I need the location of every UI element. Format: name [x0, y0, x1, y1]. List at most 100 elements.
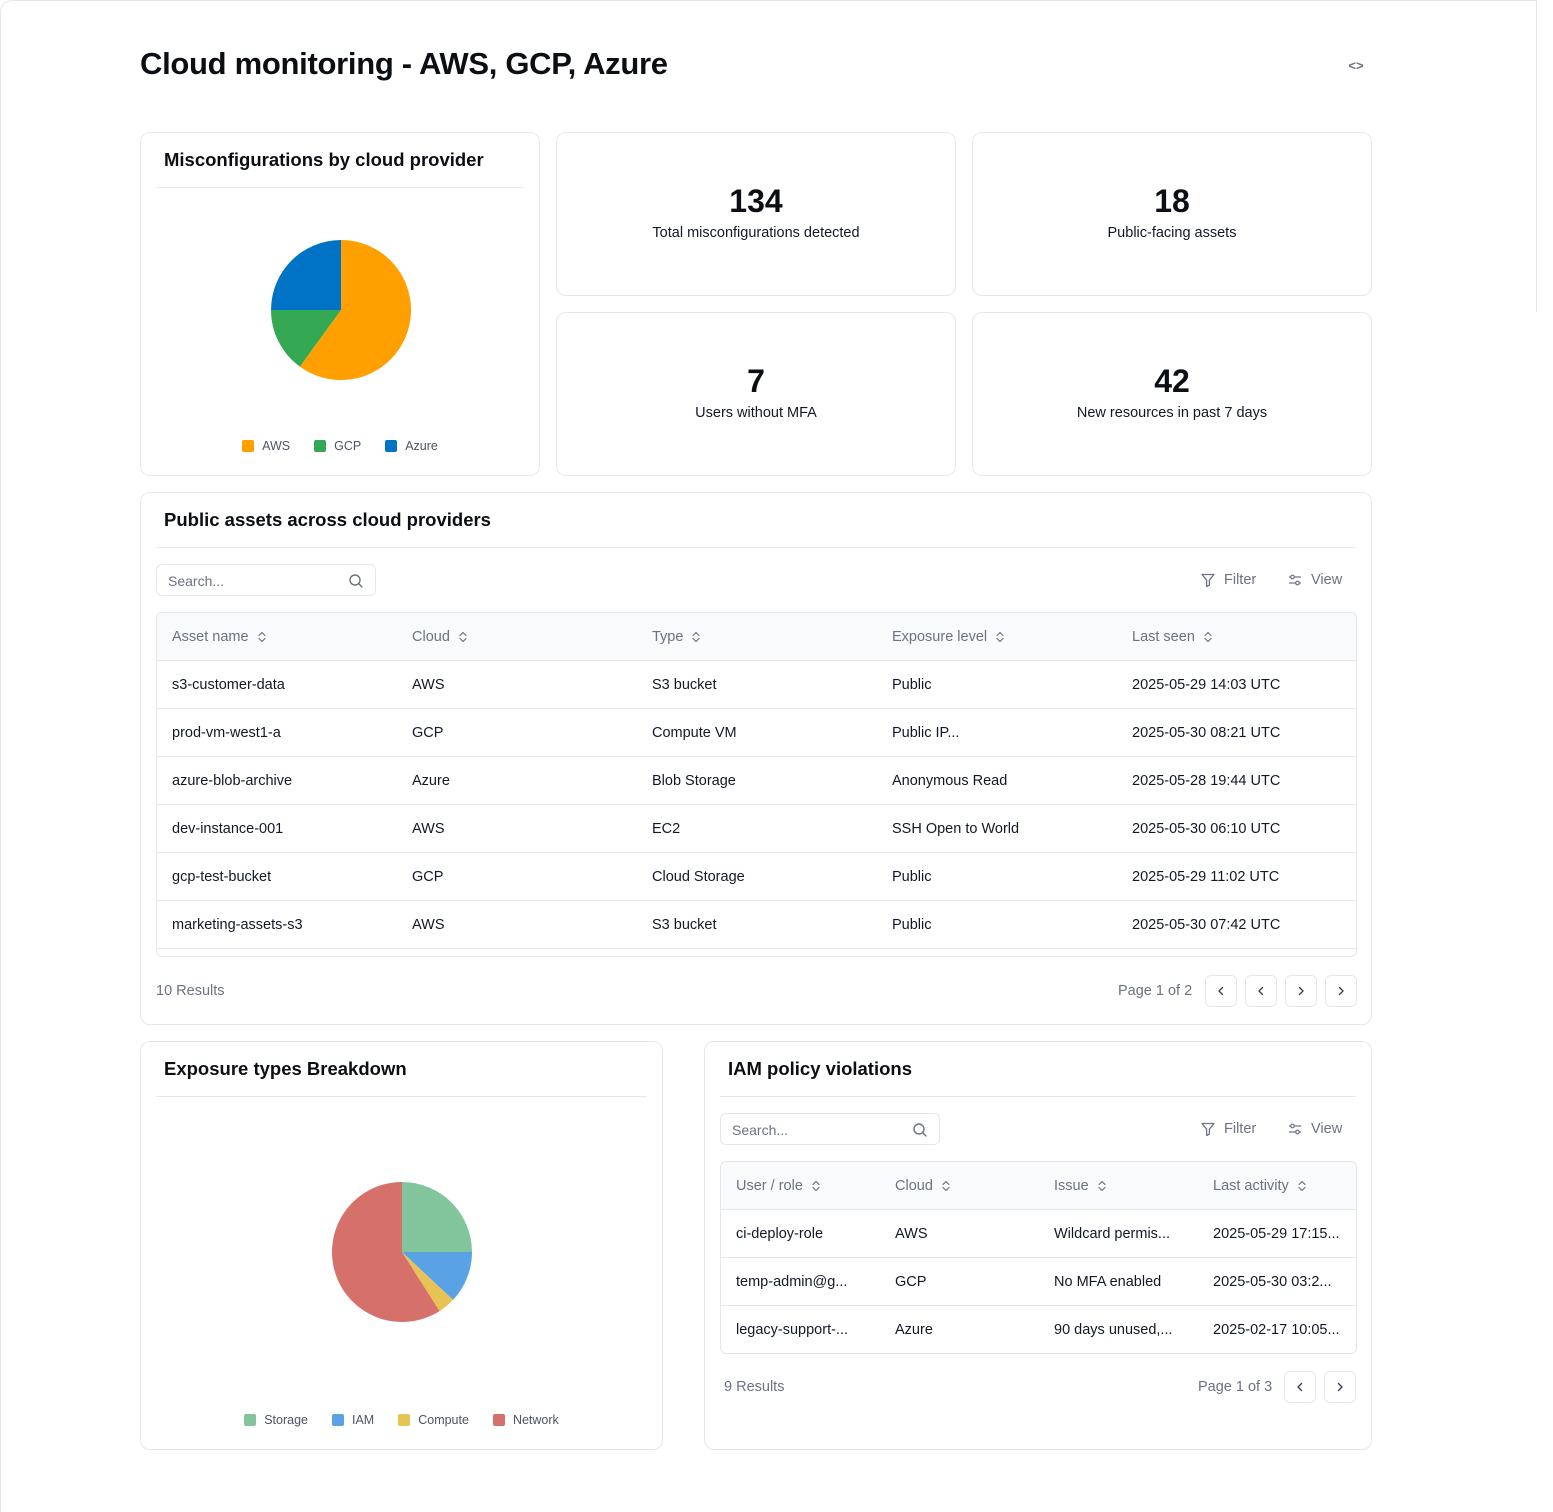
- table-row[interactable]: s3-customer-data AWS S3 bucket Public 20…: [157, 661, 1356, 709]
- pie-slice-network[interactable]: [331, 1182, 440, 1322]
- stat-card-users-without-mfa: 7 Users without MFA: [556, 312, 956, 476]
- legend-item-aws[interactable]: AWS: [242, 439, 290, 453]
- column-header-last-seen[interactable]: Last seen: [1132, 613, 1213, 661]
- legend-item-iam[interactable]: IAM: [331, 1413, 374, 1427]
- stat-value: 134: [729, 183, 783, 219]
- chevron-right-icon: [1338, 986, 1344, 996]
- asset-name-cell: gcp-test-bucket: [172, 869, 272, 885]
- table-row[interactable]: dev-instance-001 AWS EC2 SSH Open to Wor…: [157, 805, 1356, 853]
- divider: [156, 187, 524, 188]
- legend-item-compute[interactable]: Compute: [398, 1413, 469, 1427]
- view-button[interactable]: View: [1287, 568, 1342, 592]
- legend-item-gcp[interactable]: GCP: [314, 439, 361, 453]
- search-icon: [913, 1123, 927, 1137]
- issue-cell: 90 days unused,...: [1054, 1322, 1173, 1338]
- previous-page-button[interactable]: [1284, 1371, 1316, 1403]
- table-row[interactable]: gcp-test-bucket GCP Cloud Storage Public…: [157, 853, 1356, 901]
- misconfig-pie-chart: [271, 240, 411, 380]
- type-cell: Compute VM: [652, 725, 737, 741]
- column-header-type[interactable]: Type: [652, 613, 701, 661]
- pie-slice-iam[interactable]: [402, 1252, 472, 1300]
- stat-label: Public-facing assets: [1107, 225, 1237, 241]
- legend-swatch: [398, 1414, 411, 1426]
- next-page-button[interactable]: [1324, 1371, 1356, 1403]
- pie-slice-aws[interactable]: [299, 240, 411, 380]
- table-row[interactable]: azure-blob-archive Azure Blob Storage An…: [157, 757, 1356, 805]
- filter-label: Filter: [1224, 572, 1257, 588]
- cloud-cell: AWS: [895, 1226, 928, 1242]
- issue-cell: No MFA enabled: [1054, 1274, 1162, 1290]
- pie-slice-storage[interactable]: [402, 1182, 472, 1252]
- type-cell: EC2: [652, 821, 681, 837]
- code-toggle-button[interactable]: <>: [1348, 58, 1364, 73]
- view-button[interactable]: View: [1287, 1117, 1342, 1141]
- public-assets-search[interactable]: [156, 564, 376, 596]
- table-row[interactable]: legacy-support-... Azure 90 days unused,…: [721, 1306, 1356, 1353]
- table-row[interactable]: marketing-assets-s3 AWS S3 bucket Public…: [157, 901, 1356, 949]
- legend-item-azure[interactable]: Azure: [385, 439, 438, 453]
- chevron-left-icon: [1218, 986, 1224, 996]
- iam-violations-card: IAM policy violations Filter View User /…: [704, 1041, 1372, 1450]
- iam-search[interactable]: [720, 1113, 940, 1145]
- filter-icon: [1201, 1122, 1215, 1137]
- column-header-exposure-level[interactable]: Exposure level: [892, 613, 1005, 661]
- cloud-cell: AWS: [412, 821, 445, 837]
- last-seen-cell: 2025-05-30 06:10 UTC: [1132, 821, 1281, 837]
- exposure-card-title: Exposure types Breakdown: [164, 1058, 407, 1079]
- filter-button[interactable]: Filter: [1200, 568, 1256, 592]
- sort-icon: [692, 631, 701, 643]
- chevron-left-icon: [1258, 986, 1264, 996]
- legend-swatch: [242, 440, 255, 452]
- sort-icon: [996, 631, 1004, 643]
- last-seen-cell: 2025-05-28 19:44 UTC: [1132, 773, 1281, 789]
- asset-name-cell: marketing-assets-s3: [172, 917, 303, 933]
- pie-slice-compute[interactable]: [402, 1252, 454, 1312]
- asset-name-cell: azure-blob-archive: [172, 773, 293, 789]
- last-activity-cell: 2025-05-29 17:15...: [1213, 1226, 1340, 1242]
- table-row[interactable]: ci-deploy-role AWS Wildcard permis... 20…: [721, 1210, 1356, 1258]
- table-header-row: User / role Cloud Issue Last activity: [721, 1162, 1356, 1210]
- table-row[interactable]: prod-vm-west1-a GCP Compute VM Public IP…: [157, 709, 1356, 757]
- filter-button[interactable]: Filter: [1200, 1117, 1256, 1141]
- exposure-cell: Anonymous Read: [892, 773, 1008, 789]
- type-cell: Cloud Storage: [652, 869, 745, 885]
- stat-card-new-resources: 42 New resources in past 7 days: [972, 312, 1372, 476]
- search-input[interactable]: [732, 1120, 902, 1140]
- column-header-asset-name[interactable]: Asset name: [172, 613, 267, 661]
- asset-name-cell: dev-instance-001: [172, 821, 284, 837]
- asset-name-cell: prod-vm-west1-a: [172, 725, 281, 741]
- column-header-user-role[interactable]: User / role: [736, 1162, 821, 1210]
- sort-icon: [942, 1180, 950, 1192]
- previous-page-button[interactable]: [1245, 975, 1277, 1007]
- last-seen-cell: 2025-05-29 14:03 UTC: [1132, 677, 1281, 693]
- legend-item-storage[interactable]: Storage: [244, 1413, 308, 1427]
- iam-card-title: IAM policy violations: [728, 1058, 912, 1079]
- stat-value: 42: [1154, 363, 1190, 399]
- stat-label: Total misconfigurations detected: [652, 225, 860, 241]
- first-page-button[interactable]: [1205, 975, 1237, 1007]
- stat-value: 18: [1154, 183, 1190, 219]
- pie-slice-gcp[interactable]: [271, 310, 341, 367]
- column-header-cloud[interactable]: Cloud: [895, 1162, 951, 1210]
- issue-cell: Wildcard permis...: [1054, 1226, 1171, 1242]
- column-header-issue[interactable]: Issue: [1054, 1162, 1107, 1210]
- column-header-cloud[interactable]: Cloud: [412, 613, 468, 661]
- column-header-last-activity[interactable]: Last activity: [1213, 1162, 1307, 1210]
- last-page-button[interactable]: [1325, 975, 1357, 1007]
- cloud-cell: Azure: [895, 1322, 933, 1338]
- chevron-left-icon: [1297, 1382, 1303, 1392]
- next-page-button[interactable]: [1285, 975, 1317, 1007]
- pie-slice-azure[interactable]: [271, 240, 341, 310]
- cloud-cell: Azure: [412, 773, 450, 789]
- legend-item-network[interactable]: Network: [492, 1413, 559, 1427]
- page-title: Cloud monitoring - AWS, GCP, Azure: [140, 46, 668, 81]
- divider: [720, 1096, 1356, 1097]
- stat-label: New resources in past 7 days: [1076, 405, 1268, 421]
- search-input[interactable]: [168, 571, 338, 591]
- table-row[interactable]: temp-admin@g... GCP No MFA enabled 2025-…: [721, 1258, 1356, 1306]
- type-cell: S3 bucket: [652, 677, 717, 693]
- table-header-row: Asset name Cloud Type Exposure level Las…: [157, 613, 1356, 661]
- sort-icon: [812, 1180, 820, 1192]
- misconfig-card: Misconfigurations by cloud provider AWS G…: [140, 132, 540, 476]
